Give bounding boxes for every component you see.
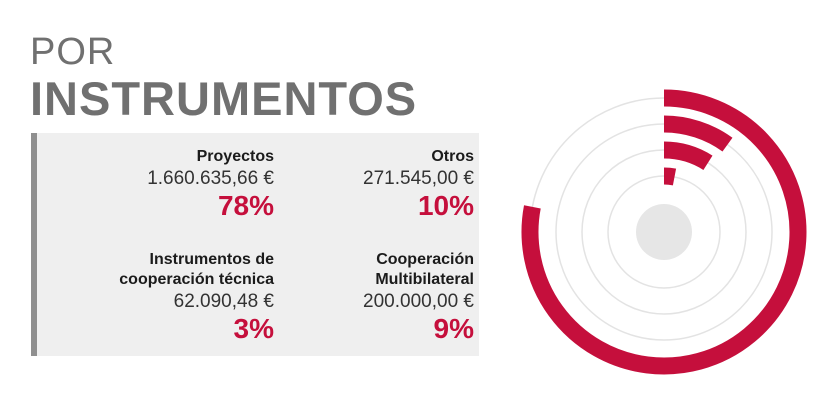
page-title: POR INSTRUMENTOS	[30, 32, 417, 124]
item-percent: 3%	[233, 313, 274, 344]
item-instrumentos-cooperacion-tecnica: Instrumentos de cooperación técnica 62.0…	[119, 250, 274, 345]
item-amount: 62.090,48 €	[173, 291, 274, 312]
item-percent: 9%	[433, 313, 474, 344]
instruments-panel: Proyectos 1.660.635,66 € 78% Otros 271.5…	[31, 133, 479, 356]
item-name: Otros	[431, 148, 474, 165]
item-percent: 10%	[417, 190, 474, 221]
item-proyectos: Proyectos 1.660.635,66 € 78%	[147, 147, 274, 222]
item-amount: 1.660.635,66 €	[147, 168, 274, 189]
item-name: Instrumentos de cooperación técnica	[119, 251, 274, 288]
chart-center-disc	[636, 204, 692, 260]
item-cooperacion-multibilateral: Cooperación Multibilateral 200.000,00 € …	[363, 250, 474, 345]
item-percent: 78%	[217, 190, 274, 221]
item-otros: Otros 271.545,00 € 10%	[363, 147, 474, 222]
ring-bar-2	[663, 115, 733, 152]
item-name: Proyectos	[196, 148, 274, 165]
item-name: Cooperación Multibilateral	[375, 251, 474, 288]
item-amount: 271.545,00 €	[363, 168, 474, 189]
ring-bar-1	[521, 89, 807, 375]
ring-bar-4	[663, 167, 677, 186]
radial-bar-chart	[521, 89, 807, 375]
title-line-1: POR	[30, 31, 116, 73]
item-amount: 200.000,00 €	[363, 291, 474, 312]
title-line-2: INSTRUMENTOS	[30, 72, 418, 125]
ring-bar-3	[663, 141, 713, 171]
